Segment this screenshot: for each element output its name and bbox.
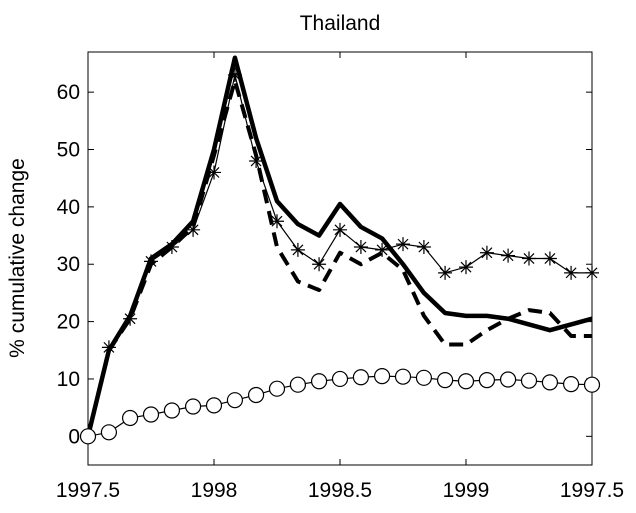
chart-title: Thailand [300, 12, 381, 35]
marker [415, 369, 433, 386]
plot-frame [87, 51, 593, 466]
marker [585, 265, 599, 280]
marker [100, 424, 118, 441]
marker [501, 248, 516, 263]
marker [312, 257, 327, 272]
y-tick-label: 40 [57, 196, 80, 219]
marker [186, 222, 201, 237]
marker [522, 251, 536, 266]
y-tick-label: 0 [68, 425, 80, 448]
marker [564, 265, 579, 280]
marker [121, 409, 139, 427]
x-tick-label: 1997.5 [560, 479, 624, 502]
marker [331, 370, 349, 388]
marker [499, 371, 517, 388]
marker [373, 367, 391, 385]
marker [396, 237, 410, 252]
marker [459, 260, 473, 275]
x-tick-label: 1999 [443, 479, 490, 502]
marker [123, 311, 138, 326]
marker [438, 265, 453, 280]
marker [142, 406, 160, 423]
marker [268, 380, 286, 397]
marker [164, 240, 179, 255]
marker [79, 428, 97, 445]
marker [541, 374, 559, 391]
marker [249, 153, 264, 168]
y-tick-label: 10 [57, 368, 80, 391]
marker [353, 240, 368, 255]
x-tick-label: 1998.5 [308, 479, 372, 502]
marker [270, 214, 284, 229]
marker [562, 376, 580, 393]
marker [227, 67, 242, 82]
marker [247, 386, 265, 404]
marker [478, 372, 496, 389]
y-tick-label: 60 [57, 81, 80, 104]
y-tick-label: 20 [57, 311, 80, 334]
marker [205, 397, 223, 414]
y-tick-label: 50 [57, 139, 80, 162]
marker [394, 368, 412, 385]
y-tick-label: 30 [57, 253, 80, 276]
marker [290, 242, 305, 257]
marker [144, 254, 158, 269]
marker [436, 372, 454, 389]
marker [520, 372, 538, 389]
marker [226, 392, 244, 409]
marker [310, 373, 328, 390]
x-tick-label: 1998 [191, 479, 238, 502]
marker [583, 376, 601, 393]
marker [207, 165, 221, 180]
y-axis-label: % cumulative change [6, 158, 29, 358]
marker [542, 251, 557, 266]
marker [352, 369, 370, 386]
marker [101, 340, 116, 355]
marker [375, 242, 390, 257]
marker [457, 373, 475, 390]
marker [416, 240, 431, 255]
marker [163, 402, 181, 419]
marker [184, 398, 202, 415]
marker [333, 222, 347, 237]
x-tick-label: 1997.5 [56, 479, 120, 502]
marker [479, 245, 494, 260]
marker [289, 376, 307, 393]
